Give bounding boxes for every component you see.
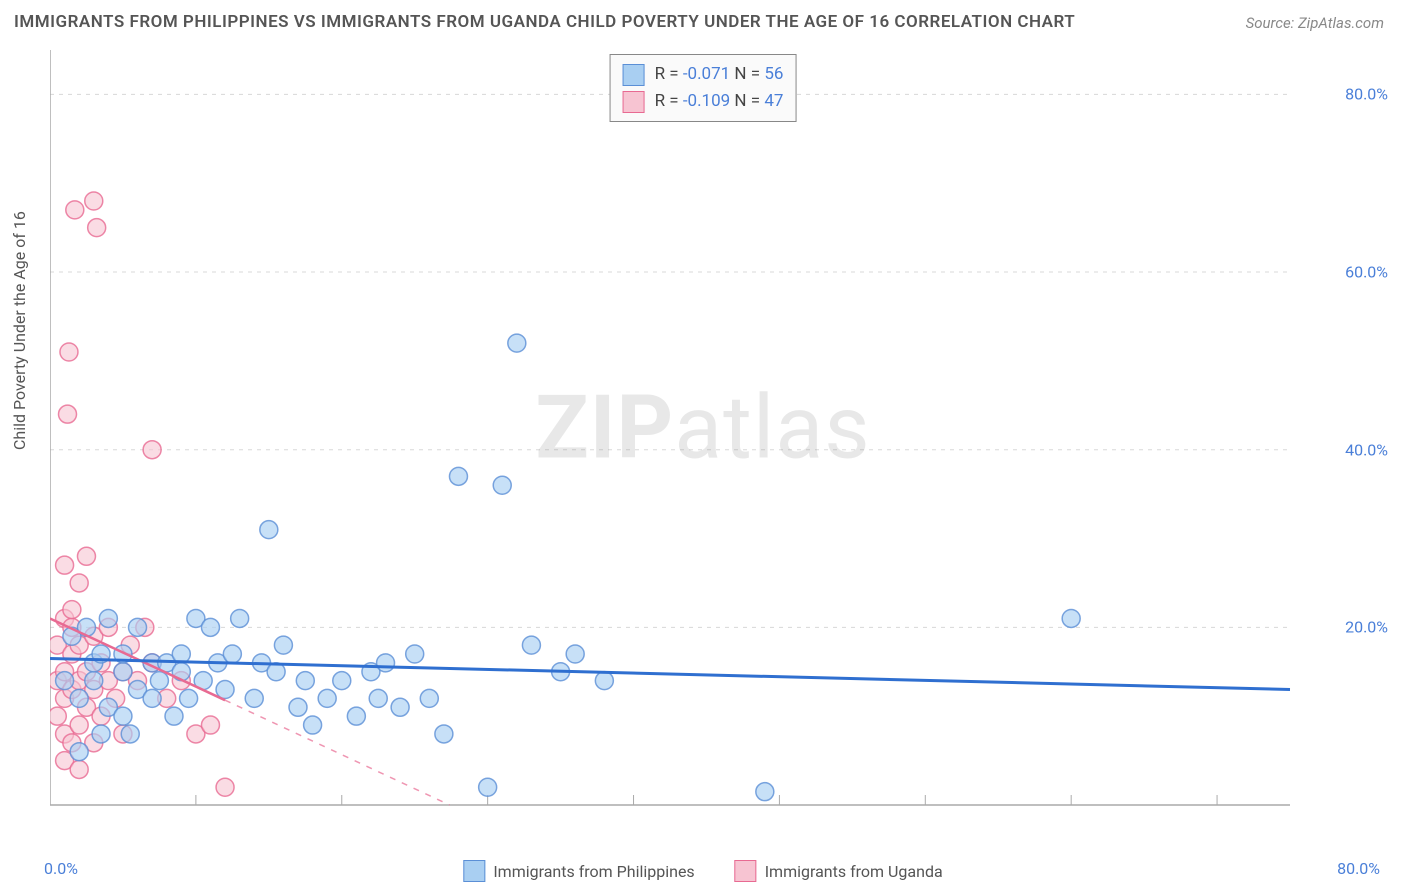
y-tick-label: 40.0% (1345, 440, 1388, 459)
legend-swatch-icon (463, 860, 485, 882)
y-tick-label: 20.0% (1345, 618, 1388, 637)
legend-n-value-0: 56 (764, 64, 783, 84)
legend-r-value-1: -0.109 (683, 91, 730, 111)
legend-r-label-0: R = (655, 64, 683, 84)
y-axis-label: Child Poverty Under the Age of 16 (10, 211, 29, 450)
legend-r-label-1: R = (655, 91, 683, 111)
legend-item-uganda: Immigrants from Uganda (735, 860, 943, 882)
scatter-plot (50, 50, 1350, 835)
legend-row-philippines: R = -0.071 N = 56 (623, 61, 784, 88)
y-tick-label: 80.0% (1345, 85, 1388, 104)
chart-title: IMMIGRANTS FROM PHILIPPINES VS IMMIGRANT… (14, 12, 1075, 32)
legend-row-uganda: R = -0.109 N = 47 (623, 88, 784, 115)
y-tick-label: 60.0% (1345, 263, 1388, 282)
legend-label-0: Immigrants from Philippines (493, 862, 694, 881)
series-legend: Immigrants from Philippines Immigrants f… (463, 860, 942, 882)
legend-swatch-icon (735, 860, 757, 882)
source-label: Source: ZipAtlas.com (1246, 14, 1384, 32)
chart-container: IMMIGRANTS FROM PHILIPPINES VS IMMIGRANT… (0, 0, 1406, 892)
legend-r-value-0: -0.071 (683, 64, 730, 84)
legend-item-philippines: Immigrants from Philippines (463, 860, 694, 882)
correlation-legend: R = -0.071 N = 56 R = -0.109 N = 47 (610, 54, 797, 122)
legend-swatch-uganda (623, 91, 645, 113)
legend-n-value-1: 47 (764, 91, 783, 111)
legend-n-label-1: N = (730, 91, 764, 111)
legend-label-1: Immigrants from Uganda (765, 862, 943, 881)
x-max-label: 80.0% (1337, 859, 1380, 878)
legend-swatch-philippines (623, 64, 645, 86)
x-origin-label: 0.0% (44, 859, 78, 878)
legend-n-label-0: N = (730, 64, 764, 84)
